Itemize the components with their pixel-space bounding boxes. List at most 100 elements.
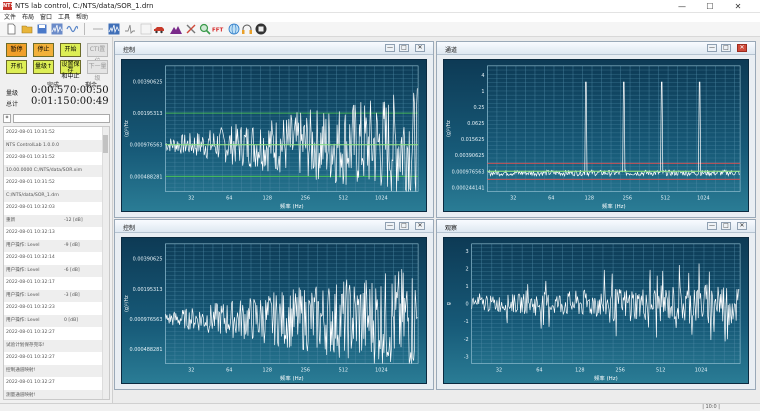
x-tick-label: 256	[301, 195, 310, 201]
log-filter-input[interactable]	[13, 114, 110, 123]
grid	[471, 243, 741, 364]
shock-icon[interactable]	[124, 23, 136, 35]
next-level-button[interactable]: 下一量级	[87, 60, 108, 82]
panel-header[interactable]: 控制 — □ ✕	[115, 220, 433, 233]
x-tick-label: 256	[616, 367, 625, 373]
line-tool-icon[interactable]	[92, 23, 104, 35]
panel-close-button[interactable]: ✕	[415, 44, 425, 52]
maximize-button[interactable]: ☐	[706, 2, 714, 11]
menu-file[interactable]: 文件	[4, 14, 17, 21]
x-tick-label: 1024	[697, 195, 710, 201]
headphones-icon[interactable]	[241, 23, 253, 35]
y-tick-label: 0.000976563	[452, 169, 485, 175]
panel-restore-button[interactable]: □	[399, 44, 409, 52]
status-text: | 10:0 |	[702, 404, 720, 410]
y-tick-label: 0.000488281	[130, 174, 163, 180]
log-filter-value[interactable]: *	[3, 114, 11, 123]
level-up-button[interactable]: 量级↑	[33, 60, 54, 74]
svg-text:FFT: FFT	[212, 28, 224, 34]
close-window-button[interactable]: ✕	[734, 2, 742, 11]
panel-close-button[interactable]: ✕	[737, 44, 747, 52]
stop-circle-icon[interactable]	[255, 23, 267, 35]
menu-window[interactable]: 窗口	[40, 14, 53, 21]
save-abort-button[interactable]: 设置保存 和中止	[60, 60, 81, 80]
x-tick-label: 64	[226, 367, 232, 373]
panel-header[interactable]: 控制 — □ ✕	[115, 42, 433, 55]
y-axis-label: (g)²/Hz	[124, 120, 130, 137]
log-row-text: 2022-08-01 10:32:27	[6, 380, 55, 385]
log-row: 2022-08-01 10:32:14	[4, 252, 109, 265]
power-on-button[interactable]: 开机	[6, 60, 27, 74]
log-row: 试验计划保存完毕!	[4, 339, 109, 352]
new-file-icon[interactable]	[5, 23, 17, 35]
y-tick-label: 0.000976563	[130, 317, 163, 323]
x-tick-label: 1024	[375, 367, 388, 373]
panel-close-button[interactable]: ✕	[415, 222, 425, 230]
menu-help[interactable]: 帮助	[76, 14, 89, 21]
panel-restore-button[interactable]: □	[721, 222, 731, 230]
panel-minimize-button[interactable]: —	[707, 222, 717, 230]
spectrum-icon[interactable]	[51, 23, 63, 35]
menu-tools[interactable]: 工具	[58, 14, 71, 21]
total-remain-time: 0:00:49	[70, 96, 109, 107]
x-tick-label: 1024	[375, 195, 388, 201]
log-row-text: 用户操作: Level	[6, 317, 40, 323]
log-scroll-thumb[interactable]	[103, 135, 108, 153]
panel-restore-button[interactable]: □	[721, 44, 731, 52]
panel-header[interactable]: 观察 — □ ✕	[437, 220, 755, 233]
x-tick-label: 32	[510, 195, 516, 201]
log-row: 2022-08-01 10:32:03	[4, 202, 109, 215]
log-row-value: -12 [dB]	[64, 217, 83, 223]
menu-layout[interactable]: 布局	[22, 14, 35, 21]
log-row: 2022-08-01 10:32:27	[4, 327, 109, 340]
x-tick-label: 1024	[695, 367, 708, 373]
tools-icon[interactable]	[185, 23, 197, 35]
total-done-time: 0:01:15	[31, 96, 70, 107]
log-scrollbar[interactable]	[102, 127, 109, 399]
panel-restore-button[interactable]: □	[399, 222, 409, 230]
y-tick-label: -3	[464, 354, 469, 360]
grid-icon[interactable]	[140, 23, 152, 35]
chart-plot-area: 0.00390625 0.00195313 0.000976563 0.0004882…	[121, 237, 427, 384]
x-tick-label: 512	[656, 367, 665, 373]
log-row-value: -6 [dB]	[64, 267, 80, 273]
random-vibration-icon[interactable]	[108, 23, 120, 35]
y-tick-label: 3	[466, 249, 469, 255]
remain-header: 剩余	[85, 82, 98, 89]
y-tick-label: 0.00195313	[133, 287, 163, 293]
chart-panel-4: 观察 — □ ✕ 3 2 1 0 -1 -2 -3 32 64 128 256 512 1024 频率 (Hz) g	[436, 219, 756, 390]
panel-header[interactable]: 通道 — □ ✕	[437, 42, 755, 55]
app-logo-icon: NTS	[3, 2, 15, 10]
x-tick-label: 128	[263, 195, 272, 201]
menu-bar: 文件 布局 窗口 工具 帮助	[0, 13, 760, 22]
x-axis-label: 频率 (Hz)	[594, 374, 618, 382]
pause-button[interactable]: 暂停	[6, 43, 27, 57]
panel-minimize-button[interactable]: —	[385, 222, 395, 230]
panel-close-button[interactable]: ✕	[737, 222, 747, 230]
save-icon[interactable]	[36, 23, 48, 35]
log-row-text: 2022-08-01 10:32:03	[6, 205, 55, 210]
y-tick-label: 0.00195313	[133, 111, 163, 117]
log-row: 用户操作: Level -3 [dB]	[4, 289, 109, 302]
car-icon[interactable]	[153, 23, 165, 35]
panel-minimize-button[interactable]: —	[707, 44, 717, 52]
stop-button[interactable]: 停止	[33, 43, 54, 57]
panel-minimize-button[interactable]: —	[385, 44, 395, 52]
chart-plot-area: 0.00390625 0.00195313 0.000976563 0.0004882…	[121, 59, 427, 212]
measured-trace	[471, 263, 740, 342]
measured-trace	[165, 269, 418, 364]
x-tick-label: 256	[301, 367, 310, 373]
globe-icon[interactable]	[228, 23, 240, 35]
cti-button[interactable]: CTI置位	[87, 43, 108, 65]
start-button[interactable]: 开始	[60, 43, 81, 57]
mountain-icon[interactable]	[170, 23, 182, 35]
sine-wave-icon[interactable]	[66, 23, 79, 35]
open-folder-icon[interactable]	[21, 23, 33, 35]
magnifier-icon[interactable]	[199, 23, 211, 35]
measured-trace	[487, 81, 740, 178]
log-row: 2022-08-01 10:32:17	[4, 277, 109, 290]
y-tick-label: 0.015625	[461, 137, 484, 143]
fft-icon[interactable]: FFT	[212, 23, 224, 35]
minimize-button[interactable]: —	[678, 2, 686, 11]
